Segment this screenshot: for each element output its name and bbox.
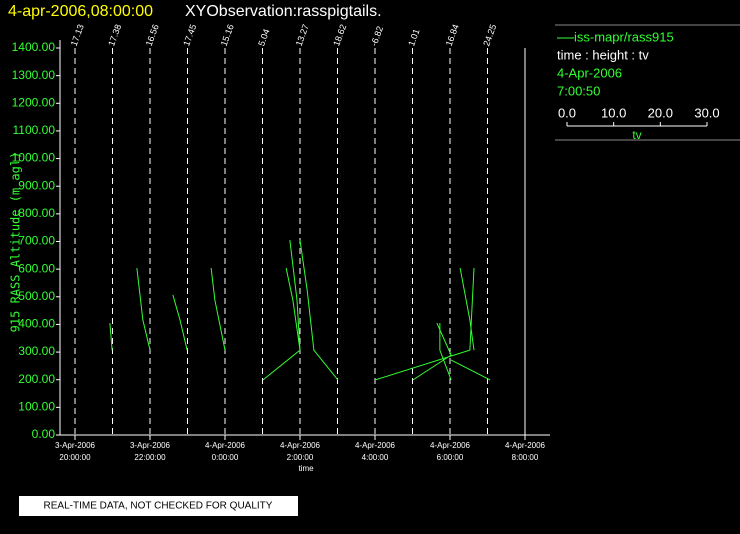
legend-info: time : height : tv: [557, 47, 649, 62]
y-axis-label: 915 RASS Altitude (m agl): [9, 152, 23, 333]
profile-label: 17.45: [181, 23, 198, 48]
profile-label: -6.82: [369, 25, 385, 48]
tv-scale-label: 10.0: [601, 105, 626, 120]
y-tick-label: 200.00: [18, 372, 55, 386]
chart-title: 4-apr-2006,08:00:00: [8, 3, 153, 20]
profile-label: 18.62: [331, 23, 348, 48]
legend-info: 7:00:50: [557, 83, 600, 98]
x-tick-label: 4-Apr-2006: [205, 441, 246, 450]
x-tick-time: 0:00:00: [212, 453, 239, 462]
y-tick-label: 1300.00: [12, 68, 56, 82]
footer: REAL-TIME DATA, NOT CHECKED FOR QUALITY: [44, 501, 273, 512]
profile-label: 17.13: [69, 23, 86, 48]
profile-label: 16.56: [144, 23, 161, 48]
y-tick-label: 900.00: [18, 178, 55, 192]
profile-label: 5.04: [256, 28, 271, 48]
x-axis-label: time: [298, 464, 314, 473]
y-tick-label: 0.00: [32, 427, 56, 441]
tv-scale-label: 20.0: [648, 105, 673, 120]
x-tick-time: 22:00:00: [134, 453, 166, 462]
x-tick-label: 4-Apr-2006: [280, 441, 321, 450]
x-tick-time: 20:00:00: [59, 453, 91, 462]
x-tick-time: 4:00:00: [362, 453, 389, 462]
profile-label: 17.38: [106, 23, 123, 48]
footer-box: [19, 496, 298, 516]
profile-label: 13.27: [294, 23, 311, 48]
tv-scale-title: tv: [632, 128, 641, 142]
legend-label: iss-mapr/rass915: [574, 29, 674, 44]
y-tick-label: 1400.00: [12, 40, 56, 54]
x-tick-label: 4-Apr-2006: [355, 441, 396, 450]
legend-info: 4-Apr-2006: [557, 65, 622, 80]
profile-label: 24.25: [481, 23, 498, 48]
x-tick-label: 4-Apr-2006: [505, 441, 546, 450]
y-tick-label: 1100.00: [13, 123, 56, 137]
x-tick-time: 8:00:00: [512, 453, 539, 462]
profile-label: 1.01: [406, 28, 421, 48]
y-tick-label: 400.00: [18, 317, 55, 331]
y-tick-label: 1000.00: [12, 151, 56, 165]
profile-label: 16.84: [444, 23, 461, 48]
x-tick-label: 3-Apr-2006: [130, 441, 171, 450]
x-tick-time: 2:00:00: [287, 453, 314, 462]
y-tick-label: 800.00: [18, 206, 55, 220]
profile-label: 15.16: [219, 23, 236, 48]
chart-subtitle: XYObservation:rasspigtails.: [185, 3, 382, 20]
y-tick-label: 100.00: [18, 400, 55, 414]
tv-scale-label: 0.0: [558, 105, 576, 120]
y-tick-label: 600.00: [18, 261, 55, 275]
y-tick-label: 1200.00: [12, 95, 56, 109]
profile-line: [109, 240, 491, 381]
y-tick-label: 300.00: [18, 344, 55, 358]
x-tick-label: 3-Apr-2006: [55, 441, 96, 450]
y-tick-label: 500.00: [18, 289, 55, 303]
x-tick-label: 4-Apr-2006: [430, 441, 471, 450]
y-tick-label: 700.00: [18, 234, 55, 248]
tv-scale-label: 30.0: [694, 105, 719, 120]
x-tick-time: 6:00:00: [437, 453, 464, 462]
